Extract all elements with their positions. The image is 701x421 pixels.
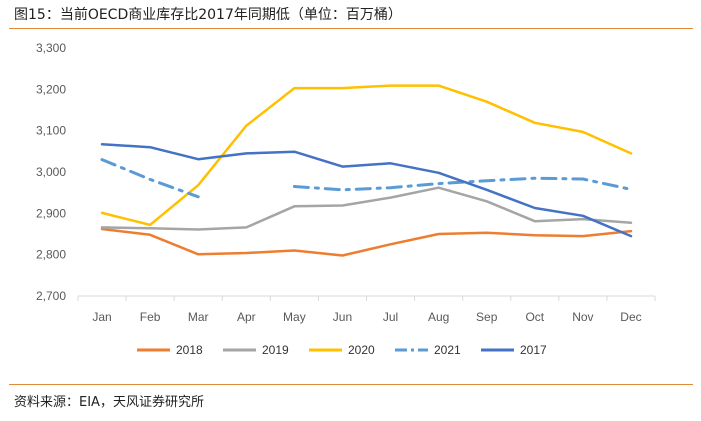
- series-line-2017: [100, 143, 633, 238]
- legend-label-2021: 2021: [434, 343, 461, 357]
- legend-label-2020: 2020: [348, 343, 375, 357]
- y-tick-label: 2,800: [36, 248, 66, 262]
- x-tick-label: Oct: [525, 310, 544, 324]
- y-tick-label: 3,300: [36, 41, 66, 55]
- x-tick-label: Sep: [476, 310, 498, 324]
- x-axis: Jan Feb Mar Apr May Jun Jul Aug Sep Oct Nov Dec: [77, 295, 656, 324]
- x-tick-label: Nov: [572, 310, 593, 324]
- y-tick-label: 3,200: [36, 82, 66, 96]
- legend-label-2018: 2018: [176, 343, 203, 357]
- series-line-2018: [100, 227, 633, 257]
- y-tick-label: 2,900: [36, 206, 66, 220]
- x-tick-label: Dec: [620, 310, 641, 324]
- y-tick-label: 2,700: [36, 289, 66, 303]
- x-tick-label: Jul: [383, 310, 398, 324]
- x-tick-label: May: [283, 310, 306, 324]
- figure-title: 图15：当前OECD商业库存比2017年同期低（单位：百万桶）: [14, 7, 402, 23]
- y-tick-label: 3,100: [36, 124, 66, 138]
- figure-source: 资料来源：EIA，天风证券研究所: [14, 395, 204, 410]
- x-tick-label: Jun: [333, 310, 352, 324]
- y-axis: 2,700 2,800 2,900 3,000 3,100 3,200 3,300: [36, 41, 66, 303]
- x-tick-label: Mar: [188, 310, 209, 324]
- x-tick-label: Aug: [428, 310, 449, 324]
- series-line-2020: [100, 84, 633, 227]
- legend-label-2019: 2019: [262, 343, 289, 357]
- x-tick-label: Feb: [140, 310, 161, 324]
- legend: 2018 2019 2020 2021 2017: [137, 343, 547, 357]
- series-line-2021: [292, 176, 633, 192]
- top-divider: [9, 28, 693, 29]
- series-line-2019: [100, 186, 633, 231]
- x-tick-label: Apr: [237, 310, 256, 324]
- series-line-2021: [100, 158, 200, 199]
- series-layer: [100, 84, 633, 257]
- x-tick-label: Jan: [92, 310, 111, 324]
- y-tick-label: 3,000: [36, 165, 66, 179]
- bottom-divider: [9, 384, 693, 385]
- line-chart: 2,700 2,800 2,900 3,000 3,100 3,200 3,300 Jan F…: [36, 41, 656, 357]
- legend-label-2017: 2017: [520, 343, 547, 357]
